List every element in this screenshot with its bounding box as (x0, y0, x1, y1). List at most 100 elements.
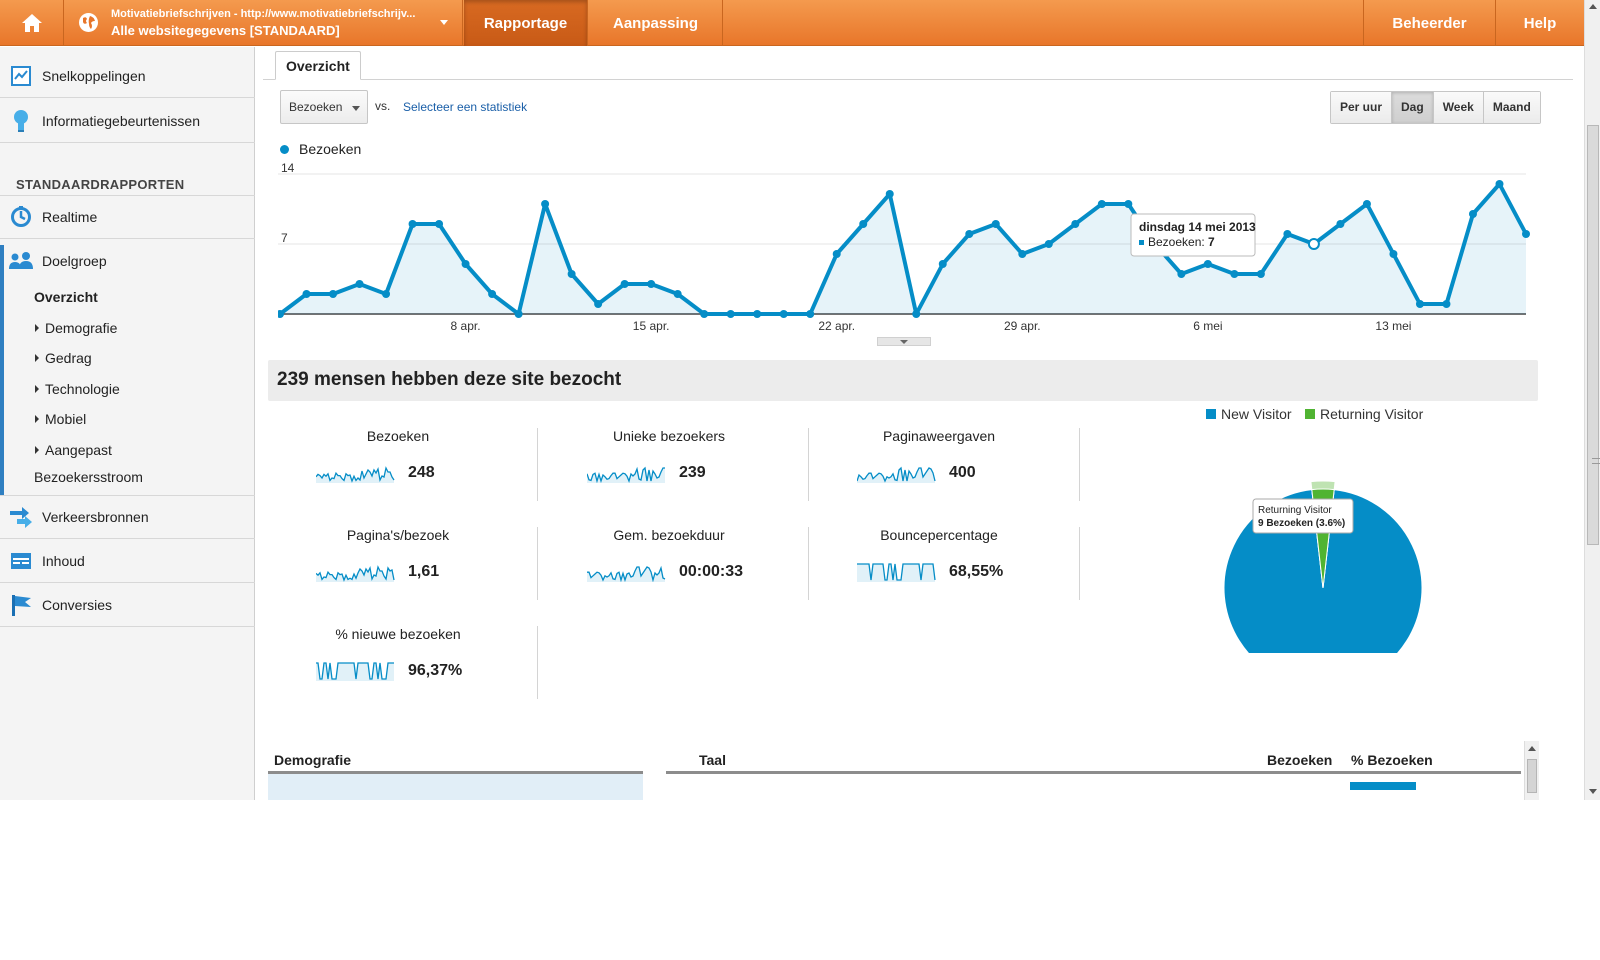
period-week-button[interactable]: Week (1433, 92, 1484, 123)
table-scrollbar[interactable] (1524, 741, 1539, 800)
bezoeken-column-header[interactable]: Bezoeken (1267, 752, 1333, 768)
metric-card[interactable]: Paginaweergaven 400 (804, 428, 1074, 503)
tab-overzicht[interactable]: Overzicht (275, 51, 361, 80)
scrollbar-thumb[interactable] (1527, 759, 1537, 793)
data-point[interactable] (965, 230, 974, 238)
data-point[interactable] (541, 200, 550, 208)
chart-collapse-handle[interactable] (877, 337, 931, 346)
data-point[interactable] (1442, 300, 1451, 308)
data-point[interactable] (753, 310, 762, 318)
data-point[interactable] (779, 310, 788, 318)
data-point[interactable] (1283, 230, 1292, 238)
data-point[interactable] (355, 280, 364, 288)
data-point[interactable] (461, 260, 470, 268)
metric-card[interactable]: Gem. bezoekduur 00:00:33 (534, 527, 804, 602)
metric-card[interactable]: Bouncepercentage 68,55% (804, 527, 1074, 602)
metric-card[interactable]: Pagina's/bezoek 1,61 (263, 527, 533, 602)
sparkline-line (587, 565, 666, 582)
scroll-down-icon[interactable] (1589, 789, 1597, 794)
data-point[interactable] (938, 260, 947, 268)
sidebar-subitem-technologie[interactable]: Technologie (35, 381, 120, 397)
data-point[interactable] (302, 290, 311, 298)
period-per-uur-button[interactable]: Per uur (1331, 92, 1393, 123)
sidebar-subitem-bezoekersstroom[interactable]: Bezoekersstroom (34, 469, 143, 485)
sidebar-subitem-gedrag[interactable]: Gedrag (35, 350, 92, 366)
data-point[interactable] (488, 290, 497, 298)
table-row[interactable] (268, 774, 643, 800)
data-point[interactable] (700, 310, 709, 318)
data-point[interactable] (594, 300, 603, 308)
data-point[interactable] (1522, 230, 1530, 238)
nav-beheerder[interactable]: Beheerder (1363, 0, 1495, 46)
series-area (280, 184, 1526, 314)
data-point[interactable] (382, 290, 391, 298)
data-point[interactable] (673, 290, 682, 298)
sidebar-item-verkeersbronnen[interactable]: Verkeersbronnen (0, 495, 255, 539)
data-point[interactable] (567, 270, 576, 278)
select-statistic-link[interactable]: Selecteer een statistiek (403, 100, 528, 114)
sidebar-subitem-demografie[interactable]: Demografie (35, 320, 117, 336)
data-point[interactable] (514, 310, 523, 318)
data-point[interactable] (647, 280, 656, 288)
metric-card[interactable]: Bezoeken 248 (263, 428, 533, 503)
tooltip-title: Returning Visitor (1258, 505, 1332, 516)
metric-card[interactable]: % nieuwe bezoeken 96,37% (263, 626, 533, 701)
period-maand-button[interactable]: Maand (1483, 92, 1540, 123)
page-scrollbar[interactable] (1584, 0, 1600, 800)
sidebar-item-snelkoppelingen[interactable]: Snelkoppelingen (0, 54, 255, 98)
data-point[interactable] (991, 220, 1000, 228)
period-dag-button[interactable]: Dag (1392, 92, 1434, 123)
data-point[interactable] (1362, 200, 1371, 208)
data-point[interactable] (832, 250, 841, 258)
metric-dropdown[interactable]: Bezoeken (280, 90, 368, 124)
data-point[interactable] (1230, 270, 1239, 278)
account-selector[interactable]: Motivatiebriefschrijven - http://www.mot… (65, 0, 463, 46)
data-point[interactable] (1177, 270, 1186, 278)
nav-aanpassing[interactable]: Aanpassing (589, 0, 723, 46)
data-point[interactable] (885, 190, 894, 198)
sparkline-line (316, 662, 394, 680)
sidebar-item-conversies[interactable]: Conversies (0, 583, 255, 627)
data-point[interactable] (1071, 220, 1080, 228)
data-point[interactable] (620, 280, 629, 288)
sidebar-item-informatiegebeurtenissen[interactable]: Informatiegebeurtenissen (0, 99, 255, 143)
data-point[interactable] (1256, 270, 1265, 278)
pct-bezoeken-column-header[interactable]: % Bezoeken (1351, 752, 1433, 768)
data-point[interactable] (435, 220, 444, 228)
data-point[interactable] (726, 310, 735, 318)
visits-line-chart[interactable]: 7 14 8 apr. 15 apr. 22 apr. 29 apr. 6 mei 13 me… (278, 162, 1531, 347)
data-point[interactable] (278, 310, 284, 318)
scroll-up-icon[interactable] (1589, 4, 1597, 9)
data-point[interactable] (1468, 210, 1477, 218)
sidebar-subitem-aangepast[interactable]: Aangepast (35, 442, 112, 458)
expand-triangle-icon (35, 446, 39, 454)
data-point[interactable] (1203, 260, 1212, 268)
data-point[interactable] (1124, 200, 1133, 208)
sidebar-subitem-overzicht[interactable]: Overzicht (34, 289, 98, 305)
data-point[interactable] (859, 220, 868, 228)
data-point[interactable] (1389, 250, 1398, 258)
hover-point[interactable] (1307, 238, 1320, 250)
scrollbar-thumb[interactable] (1587, 125, 1600, 545)
data-point[interactable] (912, 310, 921, 318)
data-point[interactable] (1495, 180, 1504, 188)
data-point[interactable] (806, 310, 815, 318)
nav-help[interactable]: Help (1495, 0, 1584, 46)
data-point[interactable] (1097, 200, 1106, 208)
nav-rapportage[interactable]: Rapportage (464, 0, 588, 46)
data-point[interactable] (1018, 250, 1027, 258)
data-point[interactable] (1415, 300, 1424, 308)
data-point[interactable] (1336, 220, 1345, 228)
scroll-up-icon[interactable] (1528, 746, 1536, 751)
sidebar-item-realtime[interactable]: Realtime (0, 195, 255, 239)
data-point[interactable] (408, 220, 417, 228)
data-point[interactable] (329, 290, 338, 298)
sidebar-subitem-label: Technologie (45, 381, 120, 397)
sidebar-subitem-mobiel[interactable]: Mobiel (35, 411, 86, 427)
home-button[interactable] (0, 0, 64, 46)
sidebar-item-inhoud[interactable]: Inhoud (0, 539, 255, 583)
sidebar-item-doelgroep[interactable]: Doelgroep (0, 239, 255, 283)
data-point[interactable] (1044, 240, 1053, 248)
metric-card[interactable]: Unieke bezoekers 239 (534, 428, 804, 503)
